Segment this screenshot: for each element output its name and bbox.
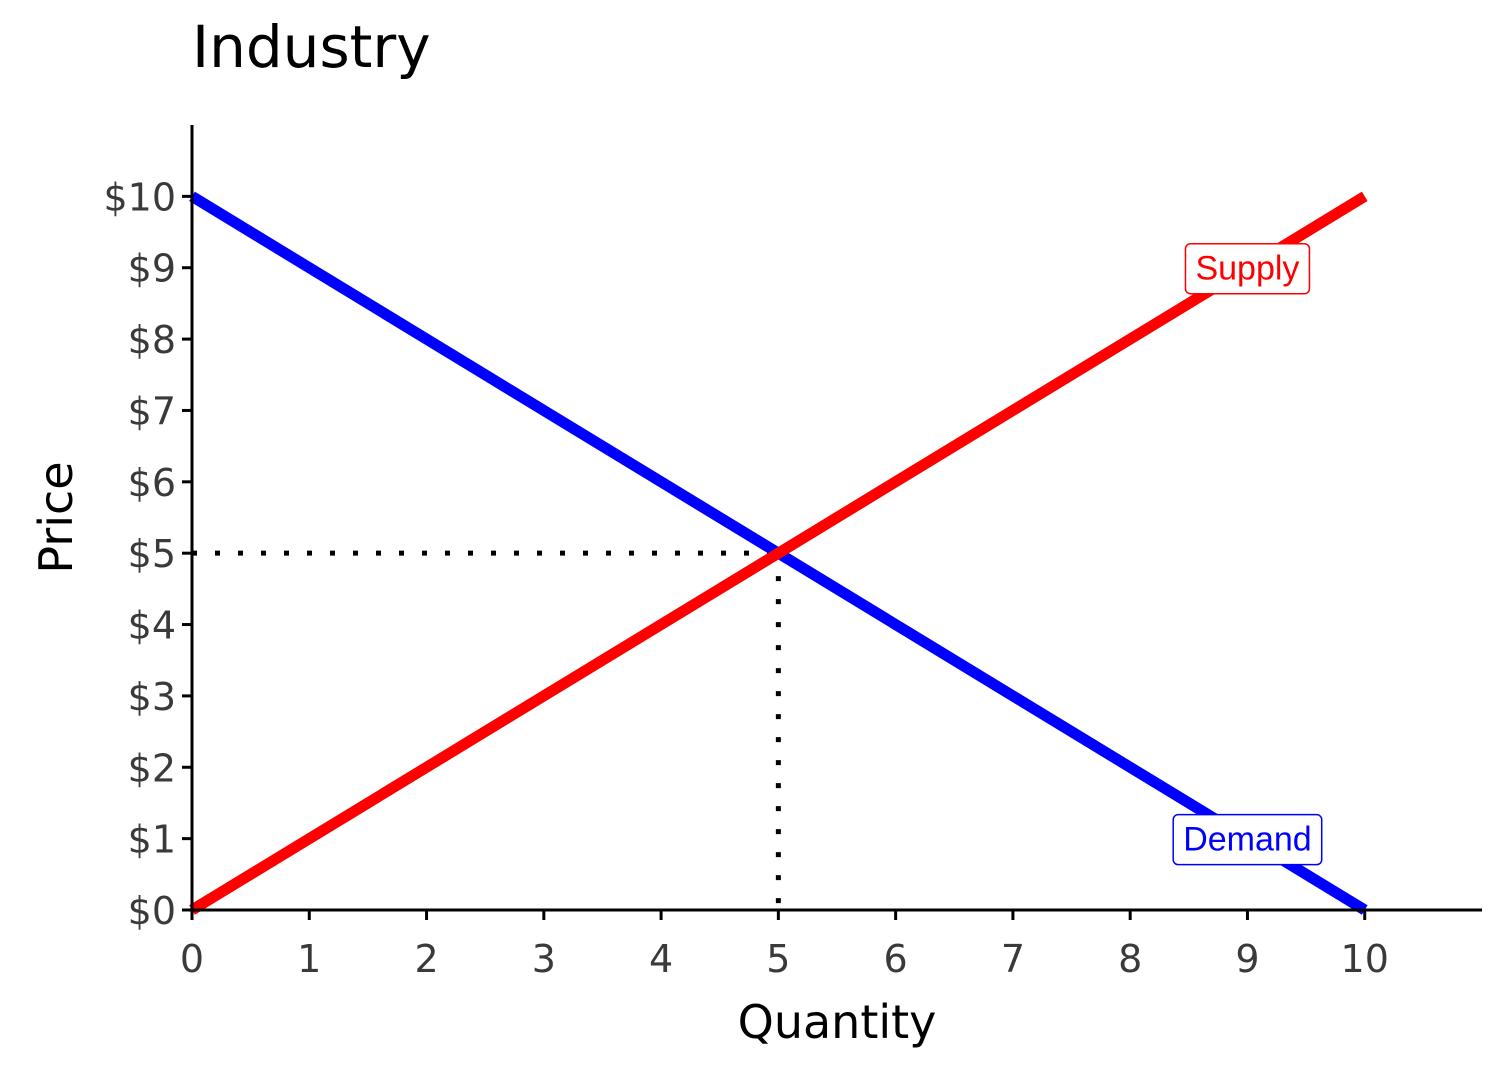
curve-label-box — [1184, 242, 1311, 295]
series-line-supply — [189, 191, 1368, 915]
y-tick-label: $4 — [128, 604, 176, 648]
x-tick-label: 10 — [1341, 937, 1389, 981]
y-tick-label: $3 — [128, 675, 176, 719]
curve-label-demand: Demand — [1172, 813, 1323, 866]
y-tick-label: $9 — [128, 247, 176, 291]
x-tick-label: 5 — [766, 937, 790, 981]
chart-title: Industry — [192, 13, 431, 81]
x-axis-title: Quantity — [738, 995, 937, 1049]
y-tick-label: $8 — [128, 318, 176, 362]
x-tick-label: 7 — [1001, 937, 1025, 981]
curve-label-text: Demand — [1183, 821, 1312, 859]
y-tick-label: $5 — [128, 532, 176, 576]
x-tick-label: 0 — [180, 937, 204, 981]
axes: 0 1 2 3 4 5 6 7 8 9 10 $0 $1 $2 $3 $4 $5 $6 $7 $8 $9 $10 — [103, 125, 1482, 981]
curve-label-box — [1172, 813, 1323, 866]
y-tick-label: $1 — [128, 818, 176, 862]
x-tick-label: 2 — [414, 937, 438, 981]
y-axis-title: Price — [29, 461, 83, 573]
x-tick-label: 3 — [532, 937, 556, 981]
y-tick-label: $6 — [128, 461, 176, 505]
series-layer — [189, 191, 1368, 915]
x-tick-label: 1 — [297, 937, 321, 981]
x-tick-label: 8 — [1118, 937, 1142, 981]
y-tick-label: $7 — [128, 389, 176, 433]
y-tick-label: $0 — [128, 889, 176, 933]
annotations: Supply Demand — [1172, 242, 1323, 866]
x-tick-label: 9 — [1235, 937, 1259, 981]
curve-label-supply: Supply — [1184, 242, 1311, 295]
x-tick-label: 4 — [649, 937, 673, 981]
x-tick-label: 6 — [884, 937, 908, 981]
curve-label-text: Supply — [1195, 250, 1299, 288]
y-tick-label: $2 — [128, 746, 176, 790]
y-tick-label: $10 — [103, 175, 176, 219]
